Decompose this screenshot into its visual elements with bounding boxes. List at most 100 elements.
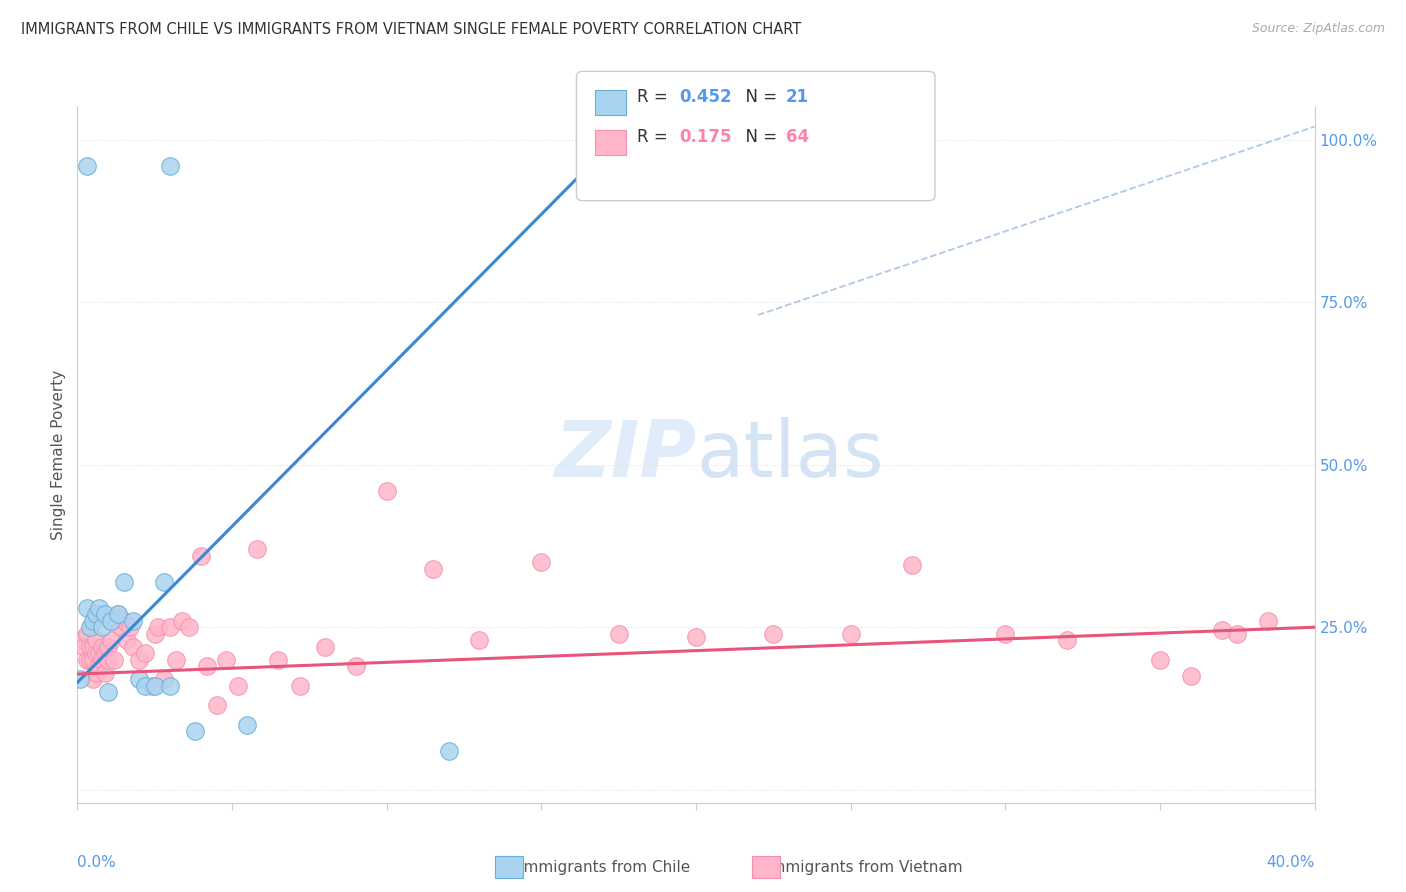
Text: N =: N = [735, 88, 783, 106]
Point [288, 679, 311, 693]
Point [76, 653, 98, 667]
Point [91, 653, 114, 667]
Text: Source: ZipAtlas.com: Source: ZipAtlas.com [1251, 22, 1385, 36]
Point [72, 640, 94, 654]
Point [82, 614, 104, 628]
Point [172, 614, 194, 628]
Point [94, 646, 117, 660]
Point [205, 698, 228, 713]
Point [468, 633, 491, 648]
Text: N =: N = [735, 128, 783, 146]
Point [91, 620, 114, 634]
Point [128, 653, 150, 667]
Point [141, 679, 163, 693]
Point [76, 159, 98, 173]
Text: 0.0%: 0.0% [77, 855, 117, 870]
Point [84, 665, 107, 680]
Point [267, 653, 290, 667]
Point [190, 549, 212, 563]
Text: atlas: atlas [696, 417, 883, 493]
Point [314, 640, 336, 654]
Point [839, 626, 862, 640]
Point [87, 659, 110, 673]
Text: 0.175: 0.175 [679, 128, 731, 146]
Point [103, 653, 125, 667]
Point [437, 744, 460, 758]
Point [1056, 633, 1078, 648]
Point [94, 607, 117, 622]
Point [115, 633, 138, 648]
Y-axis label: Single Female Poverty: Single Female Poverty [51, 370, 66, 540]
Point [134, 646, 156, 660]
Point [94, 665, 117, 680]
Point [1226, 626, 1249, 640]
Point [375, 483, 398, 498]
Point [143, 626, 166, 640]
Point [112, 614, 135, 628]
Point [97, 653, 120, 667]
Point [110, 620, 132, 634]
Point [226, 679, 249, 693]
Text: 21: 21 [786, 88, 808, 106]
Point [1211, 624, 1233, 638]
Point [762, 626, 785, 640]
Point [1149, 653, 1171, 667]
Point [84, 646, 107, 660]
Point [685, 630, 707, 644]
Point [153, 672, 176, 686]
Point [118, 620, 141, 634]
Point [112, 574, 135, 589]
Point [82, 653, 104, 667]
Point [82, 640, 104, 654]
Point [134, 679, 156, 693]
Point [87, 646, 110, 660]
Point [97, 685, 120, 699]
Point [76, 600, 98, 615]
Point [159, 679, 181, 693]
Point [69, 672, 91, 686]
Point [159, 620, 181, 634]
Point [76, 626, 98, 640]
Text: Immigrants from Vietnam: Immigrants from Vietnam [766, 860, 963, 874]
Point [122, 614, 145, 628]
Point [100, 633, 122, 648]
Point [84, 633, 107, 648]
Point [82, 672, 104, 686]
Point [107, 607, 129, 622]
Point [79, 620, 101, 634]
Point [184, 724, 207, 739]
Point [1257, 614, 1279, 628]
Point [143, 679, 166, 693]
Text: R =: R = [637, 128, 673, 146]
Point [100, 614, 122, 628]
Point [165, 653, 187, 667]
Text: 0.452: 0.452 [679, 88, 731, 106]
Text: 64: 64 [786, 128, 808, 146]
Point [344, 659, 367, 673]
Point [994, 626, 1017, 640]
Point [1180, 669, 1202, 683]
Point [901, 558, 924, 573]
Point [246, 542, 269, 557]
Point [84, 607, 107, 622]
Point [177, 620, 200, 634]
Text: Immigrants from Chile: Immigrants from Chile [519, 860, 690, 874]
Point [215, 653, 238, 667]
Point [159, 159, 181, 173]
Point [128, 672, 150, 686]
Point [146, 620, 169, 634]
Point [122, 640, 145, 654]
Text: ZIP: ZIP [554, 417, 696, 493]
Point [87, 600, 110, 615]
Point [153, 574, 176, 589]
Point [91, 640, 114, 654]
Text: IMMIGRANTS FROM CHILE VS IMMIGRANTS FROM VIETNAM SINGLE FEMALE POVERTY CORRELATI: IMMIGRANTS FROM CHILE VS IMMIGRANTS FROM… [21, 22, 801, 37]
Point [236, 718, 259, 732]
Point [79, 653, 101, 667]
Point [195, 659, 218, 673]
Point [97, 640, 120, 654]
Point [422, 562, 444, 576]
Point [69, 633, 91, 648]
Point [607, 626, 630, 640]
Point [530, 555, 553, 569]
